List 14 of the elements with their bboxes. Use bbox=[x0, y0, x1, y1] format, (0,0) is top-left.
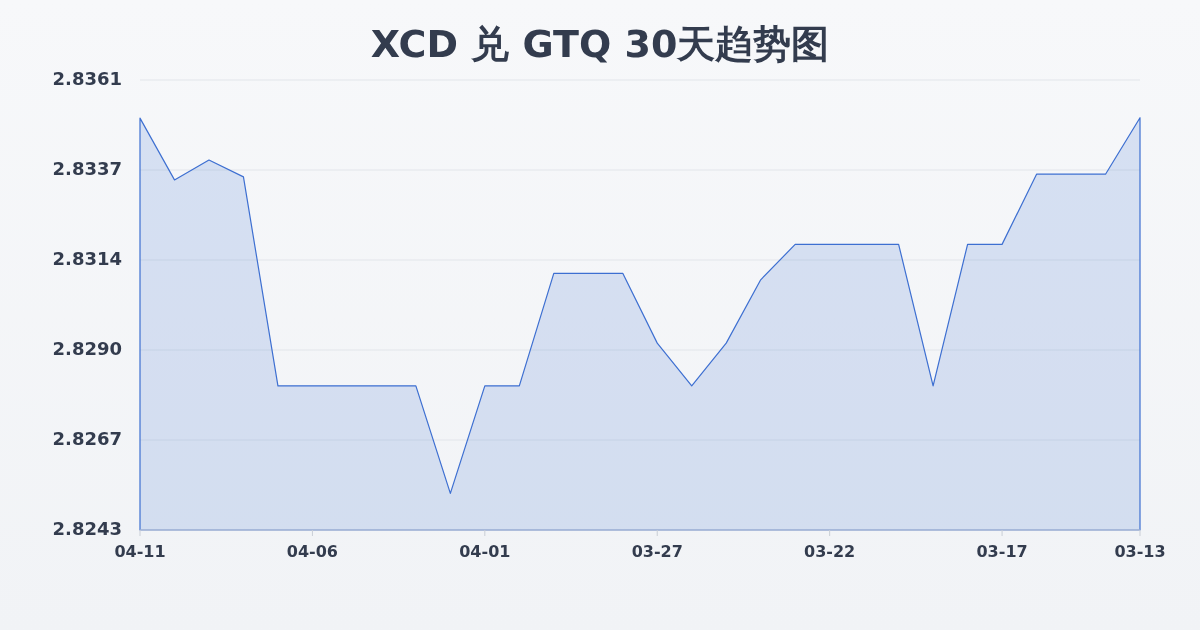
x-tick-label: 03-22 bbox=[804, 541, 856, 561]
y-tick-label: 2.8290 bbox=[52, 338, 122, 359]
x-tick-label: 03-17 bbox=[976, 541, 1028, 561]
x-tick-label: 04-01 bbox=[459, 541, 511, 561]
y-tick-label: 2.8243 bbox=[52, 518, 122, 539]
chart-title: XCD 兑 GTQ 30天趋势图 bbox=[370, 21, 830, 66]
y-tick-label: 2.8361 bbox=[52, 68, 122, 89]
x-tick-label: 03-13 bbox=[1114, 541, 1166, 561]
y-tick-label: 2.8267 bbox=[52, 428, 122, 449]
x-tick-label: 04-06 bbox=[286, 541, 338, 561]
x-tick-label: 03-27 bbox=[631, 541, 683, 561]
y-tick-label: 2.8314 bbox=[52, 248, 122, 269]
y-tick-label: 2.8337 bbox=[52, 158, 122, 179]
x-tick-label: 04-11 bbox=[114, 541, 166, 561]
